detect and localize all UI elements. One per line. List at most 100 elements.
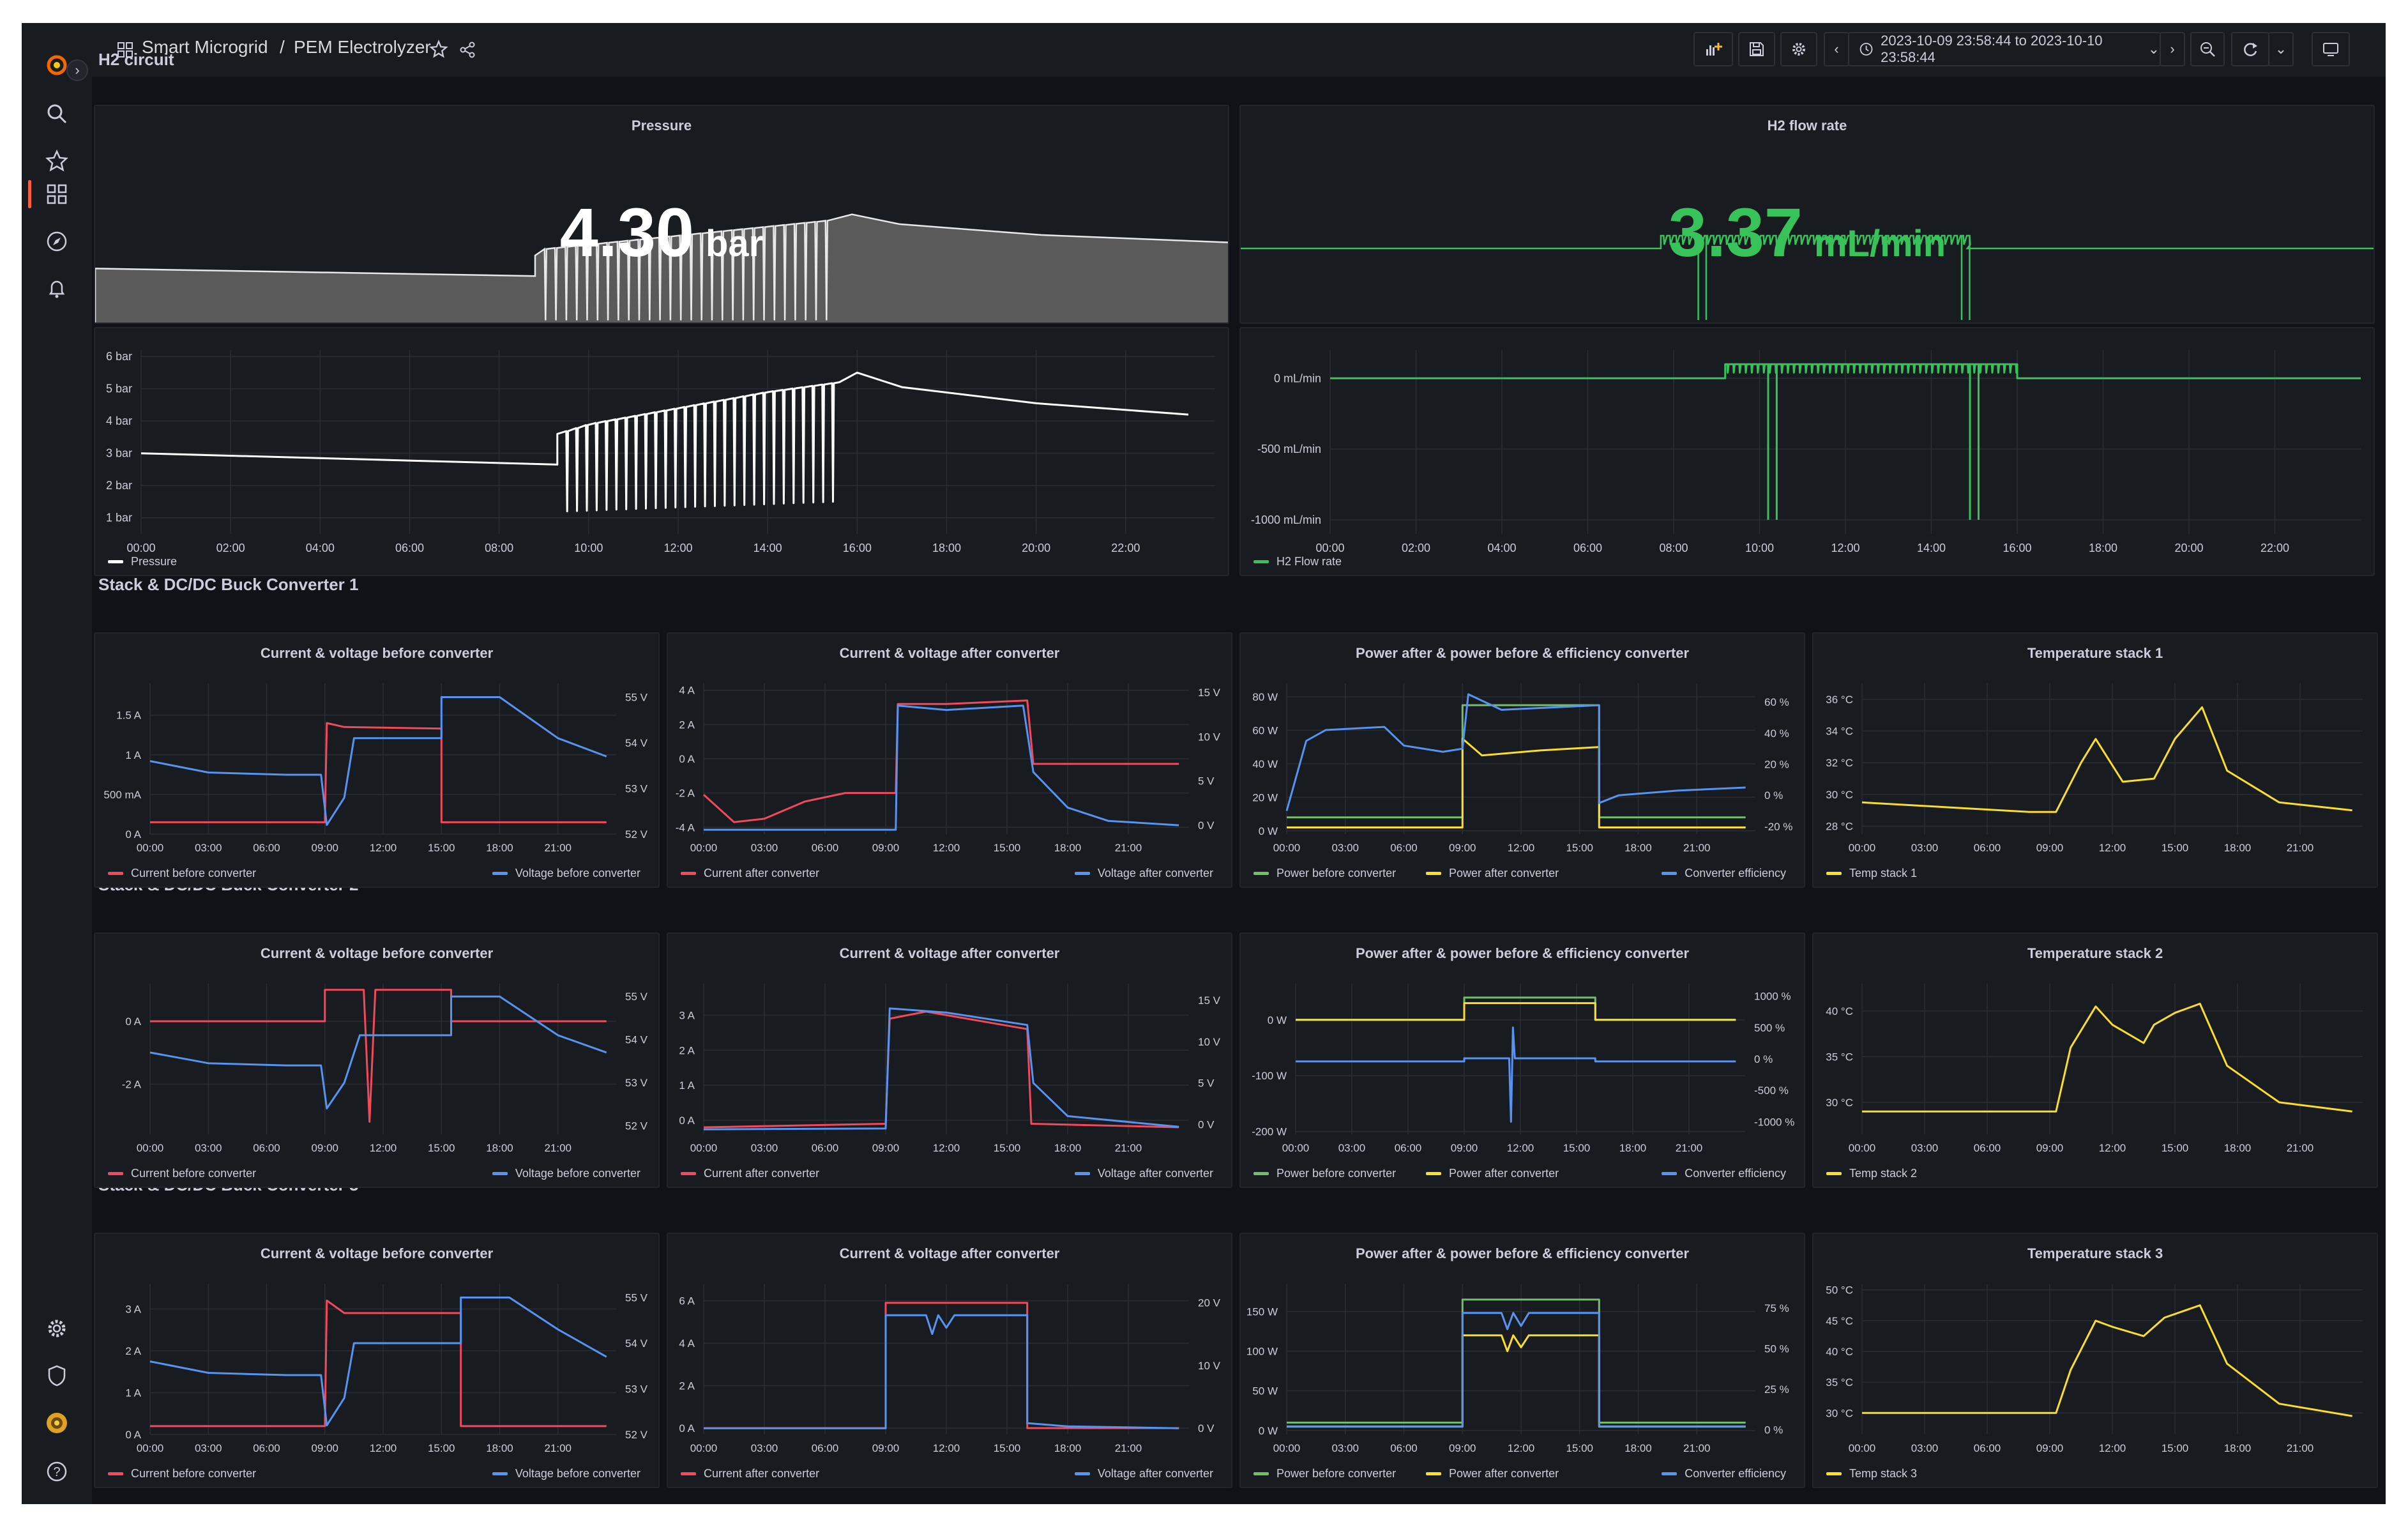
chart-svg[interactable]: 0 W 50 W 100 W 150 W 0 % 25 % 50 % 75 % 00:00 03:…	[1241, 1234, 1805, 1488]
panel-s2_after[interactable]: Current & voltage after converter 0 A 1 A 2…	[667, 932, 1232, 1188]
legend-item[interactable]: Power before converter	[1253, 1467, 1396, 1480]
legend-item[interactable]: Pressure	[108, 555, 177, 568]
legend-item[interactable]: Temp stack 2	[1826, 1167, 1917, 1180]
series-line-voltage-before-converter[interactable]	[149, 995, 607, 1109]
series-line-power-after-converter[interactable]	[1287, 1334, 1746, 1428]
dashboards-icon[interactable]	[43, 180, 71, 208]
panel-pressure[interactable]: 1 bar 2 bar 3 bar 4 bar 5 bar 6 bar 00:00 02:00…	[94, 327, 1229, 576]
series-line-current-before-converter[interactable]	[150, 989, 607, 1123]
legend-item[interactable]: Temp stack 1	[1826, 867, 1917, 880]
legend-item[interactable]: Current after converter	[681, 867, 819, 880]
panel-s1_after[interactable]: Current & voltage after converter -4 A -2 …	[667, 632, 1232, 888]
legend-item[interactable]: Voltage before converter	[492, 1167, 640, 1180]
legend-item[interactable]: Converter efficiency	[1662, 867, 1786, 880]
chart-svg[interactable]: 0 A 1 A 2 A 3 A 52 V 53 V 54 V 55 V 00:00 03:00 06…	[95, 1234, 660, 1488]
legend-item[interactable]: Temp stack 3	[1826, 1467, 1917, 1480]
series-line-voltage-before-converter[interactable]	[149, 1297, 607, 1427]
series-line-h2-flow-rate[interactable]	[1330, 363, 2361, 379]
series-line-voltage-after-converter[interactable]	[703, 1007, 1179, 1130]
legend-item[interactable]: Current after converter	[681, 1467, 819, 1480]
legend-item[interactable]: Current before converter	[108, 1467, 256, 1480]
panel-s1_power[interactable]: Power after & power before & efficiency …	[1239, 632, 1805, 888]
breadcrumb-dashboard[interactable]: PEM Electrolyzer	[294, 37, 431, 57]
chart-svg[interactable]: -4 A -2 A 0 A 2 A 4 A 0 V 5 V 10 V 15 V 00:00 03:0…	[668, 634, 1232, 888]
save-dashboard-button[interactable]	[1738, 32, 1775, 66]
series-line-voltage-after-converter[interactable]	[704, 704, 1179, 831]
series-line-voltage-before-converter[interactable]	[149, 696, 607, 826]
series-line-converter-efficiency[interactable]	[1285, 693, 1746, 811]
legend-item[interactable]: Current before converter	[108, 1167, 256, 1180]
chart-svg[interactable]: -2 A 0 A 52 V 53 V 54 V 55 V 00:00 03:00 06:00 09…	[95, 934, 660, 1188]
legend-item[interactable]: Converter efficiency	[1662, 1467, 1786, 1480]
chart-svg[interactable]: 0 A 1 A 2 A 3 A 0 V 5 V 10 V 15 V 00:00 03:00 06:0…	[668, 934, 1232, 1188]
panel-s3_temp[interactable]: Temperature stack 3 30 °C 35 °C 40 °C 45 °C 5…	[1812, 1233, 2378, 1488]
chart-svg[interactable]: 0 W 20 W 40 W 60 W 80 W -20 % 0 % 20 % 40 % 60 % 0…	[1241, 634, 1805, 888]
legend-item[interactable]: H2 Flow rate	[1253, 555, 1342, 568]
user-avatar[interactable]	[43, 1409, 71, 1437]
series-line-power-after-converter[interactable]	[1296, 1002, 1736, 1021]
series-line-power-after-converter[interactable]	[1287, 738, 1746, 828]
series-line-temp-stack-2[interactable]	[1862, 1003, 2352, 1113]
panel-s3_after[interactable]: Current & voltage after converter 0 A 2 A 4…	[667, 1233, 1232, 1488]
legend-item[interactable]: Power after converter	[1426, 867, 1559, 880]
panel-flow[interactable]: 0 mL/min -500 mL/min -1000 mL/min 00:00 02:0…	[1239, 327, 2375, 576]
chart-svg[interactable]: 0 A 2 A 4 A 6 A 0 V 10 V 20 V 00:00 03:00 06:00 09…	[668, 1234, 1232, 1488]
legend-item[interactable]: Power before converter	[1253, 867, 1396, 880]
series-line-temp-stack-3[interactable]	[1862, 1304, 2352, 1417]
legend-item[interactable]: Current before converter	[108, 867, 256, 880]
chart-svg[interactable]: 1 bar 2 bar 3 bar 4 bar 5 bar 6 bar 00:00 02:00…	[95, 328, 1229, 576]
legend-item[interactable]: Voltage after converter	[1074, 1467, 1213, 1480]
chart-svg[interactable]: 30 °C 35 °C 40 °C 45 °C 50 °C 00:00 03:00 06:00…	[1814, 1234, 2378, 1488]
panel-s2_before[interactable]: Current & voltage before converter -2 A 0 …	[94, 932, 660, 1188]
chart-svg[interactable]: -200 W -100 W 0 W -1000 % -500 % 0 % 500 % 1000…	[1241, 934, 1805, 1188]
panel-s2_temp[interactable]: Temperature stack 2 30 °C 35 °C 40 °C 00:00 0…	[1812, 932, 2378, 1188]
legend-item[interactable]: Voltage before converter	[492, 1467, 640, 1480]
series-line-pressure[interactable]	[140, 371, 1189, 513]
dashboard-settings-button[interactable]	[1780, 32, 1817, 66]
server-admin-shield-icon[interactable]	[43, 1362, 71, 1390]
search-icon[interactable]	[43, 100, 71, 128]
breadcrumb-folder[interactable]: Smart Microgrid	[142, 37, 268, 57]
series-line-power-before-converter[interactable]	[1287, 704, 1746, 819]
legend-item[interactable]: Voltage after converter	[1074, 867, 1213, 880]
legend-item[interactable]: Power after converter	[1426, 1467, 1559, 1480]
series-line-voltage-after-converter[interactable]	[704, 1314, 1179, 1429]
zoom-out-button[interactable]	[2190, 32, 2225, 66]
series-line-converter-efficiency[interactable]	[1287, 1312, 1746, 1427]
panel-stat-pressure[interactable]: Pressure 4.30 bar	[94, 105, 1229, 324]
mark-favorite-star-icon[interactable]	[429, 40, 448, 59]
panel-s1_before[interactable]: Current & voltage before converter 0 A 500…	[94, 632, 660, 888]
panel-s2_power[interactable]: Power after & power before & efficiency …	[1239, 932, 1805, 1188]
legend-item[interactable]: Current after converter	[681, 1167, 819, 1180]
legend-item[interactable]: Voltage after converter	[1074, 1167, 1213, 1180]
series-line-current-before-converter[interactable]	[150, 1299, 607, 1427]
grafana-logo-icon[interactable]	[43, 51, 71, 79]
chart-svg[interactable]: 0 mL/min -500 mL/min -1000 mL/min 00:00 02:0…	[1241, 328, 2375, 576]
series-line-power-before-converter[interactable]	[1287, 1298, 1746, 1424]
panel-s3_power[interactable]: Power after & power before & efficiency …	[1239, 1233, 1805, 1488]
time-range-back-button[interactable]: ‹	[1824, 32, 1849, 66]
configuration-gear-icon[interactable]	[43, 1314, 71, 1343]
tv-mode-button[interactable]	[2312, 32, 2350, 66]
panel-s1_temp[interactable]: Temperature stack 1 28 °C 30 °C 32 °C 34 °C 3…	[1812, 632, 2378, 888]
chart-svg[interactable]: 28 °C 30 °C 32 °C 34 °C 36 °C 00:00 03:00 06:00…	[1814, 634, 2378, 888]
legend-item[interactable]: Converter efficiency	[1662, 1167, 1786, 1180]
starred-icon[interactable]	[43, 147, 71, 175]
panel-stat-flow[interactable]: H2 flow rate 3.37 mL/min	[1239, 105, 2375, 324]
expand-sidebar-button[interactable]: ›	[66, 59, 88, 81]
time-range-forward-button[interactable]: ›	[2160, 32, 2185, 66]
legend-item[interactable]: Voltage before converter	[492, 867, 640, 880]
series-line-temp-stack-1[interactable]	[1861, 706, 2352, 813]
chart-svg[interactable]: 30 °C 35 °C 40 °C 00:00 03:00 06:00 09:00 12:00…	[1814, 934, 2378, 1188]
legend-item[interactable]: Power after converter	[1426, 1167, 1559, 1180]
series-line-power-before-converter[interactable]	[1296, 996, 1736, 1021]
refresh-interval-dropdown[interactable]: ⌄	[2268, 32, 2294, 66]
help-icon[interactable]: ?	[43, 1457, 71, 1486]
series-line-current-before-converter[interactable]	[150, 722, 607, 823]
alerting-bell-icon[interactable]	[43, 275, 71, 303]
add-panel-button[interactable]	[1693, 32, 1733, 66]
share-icon[interactable]	[458, 41, 476, 59]
series-line-converter-efficiency[interactable]	[1296, 1026, 1736, 1123]
series-line-current-after-converter[interactable]	[703, 1010, 1179, 1129]
panel-s3_before[interactable]: Current & voltage before converter 0 A 1 A…	[94, 1233, 660, 1488]
